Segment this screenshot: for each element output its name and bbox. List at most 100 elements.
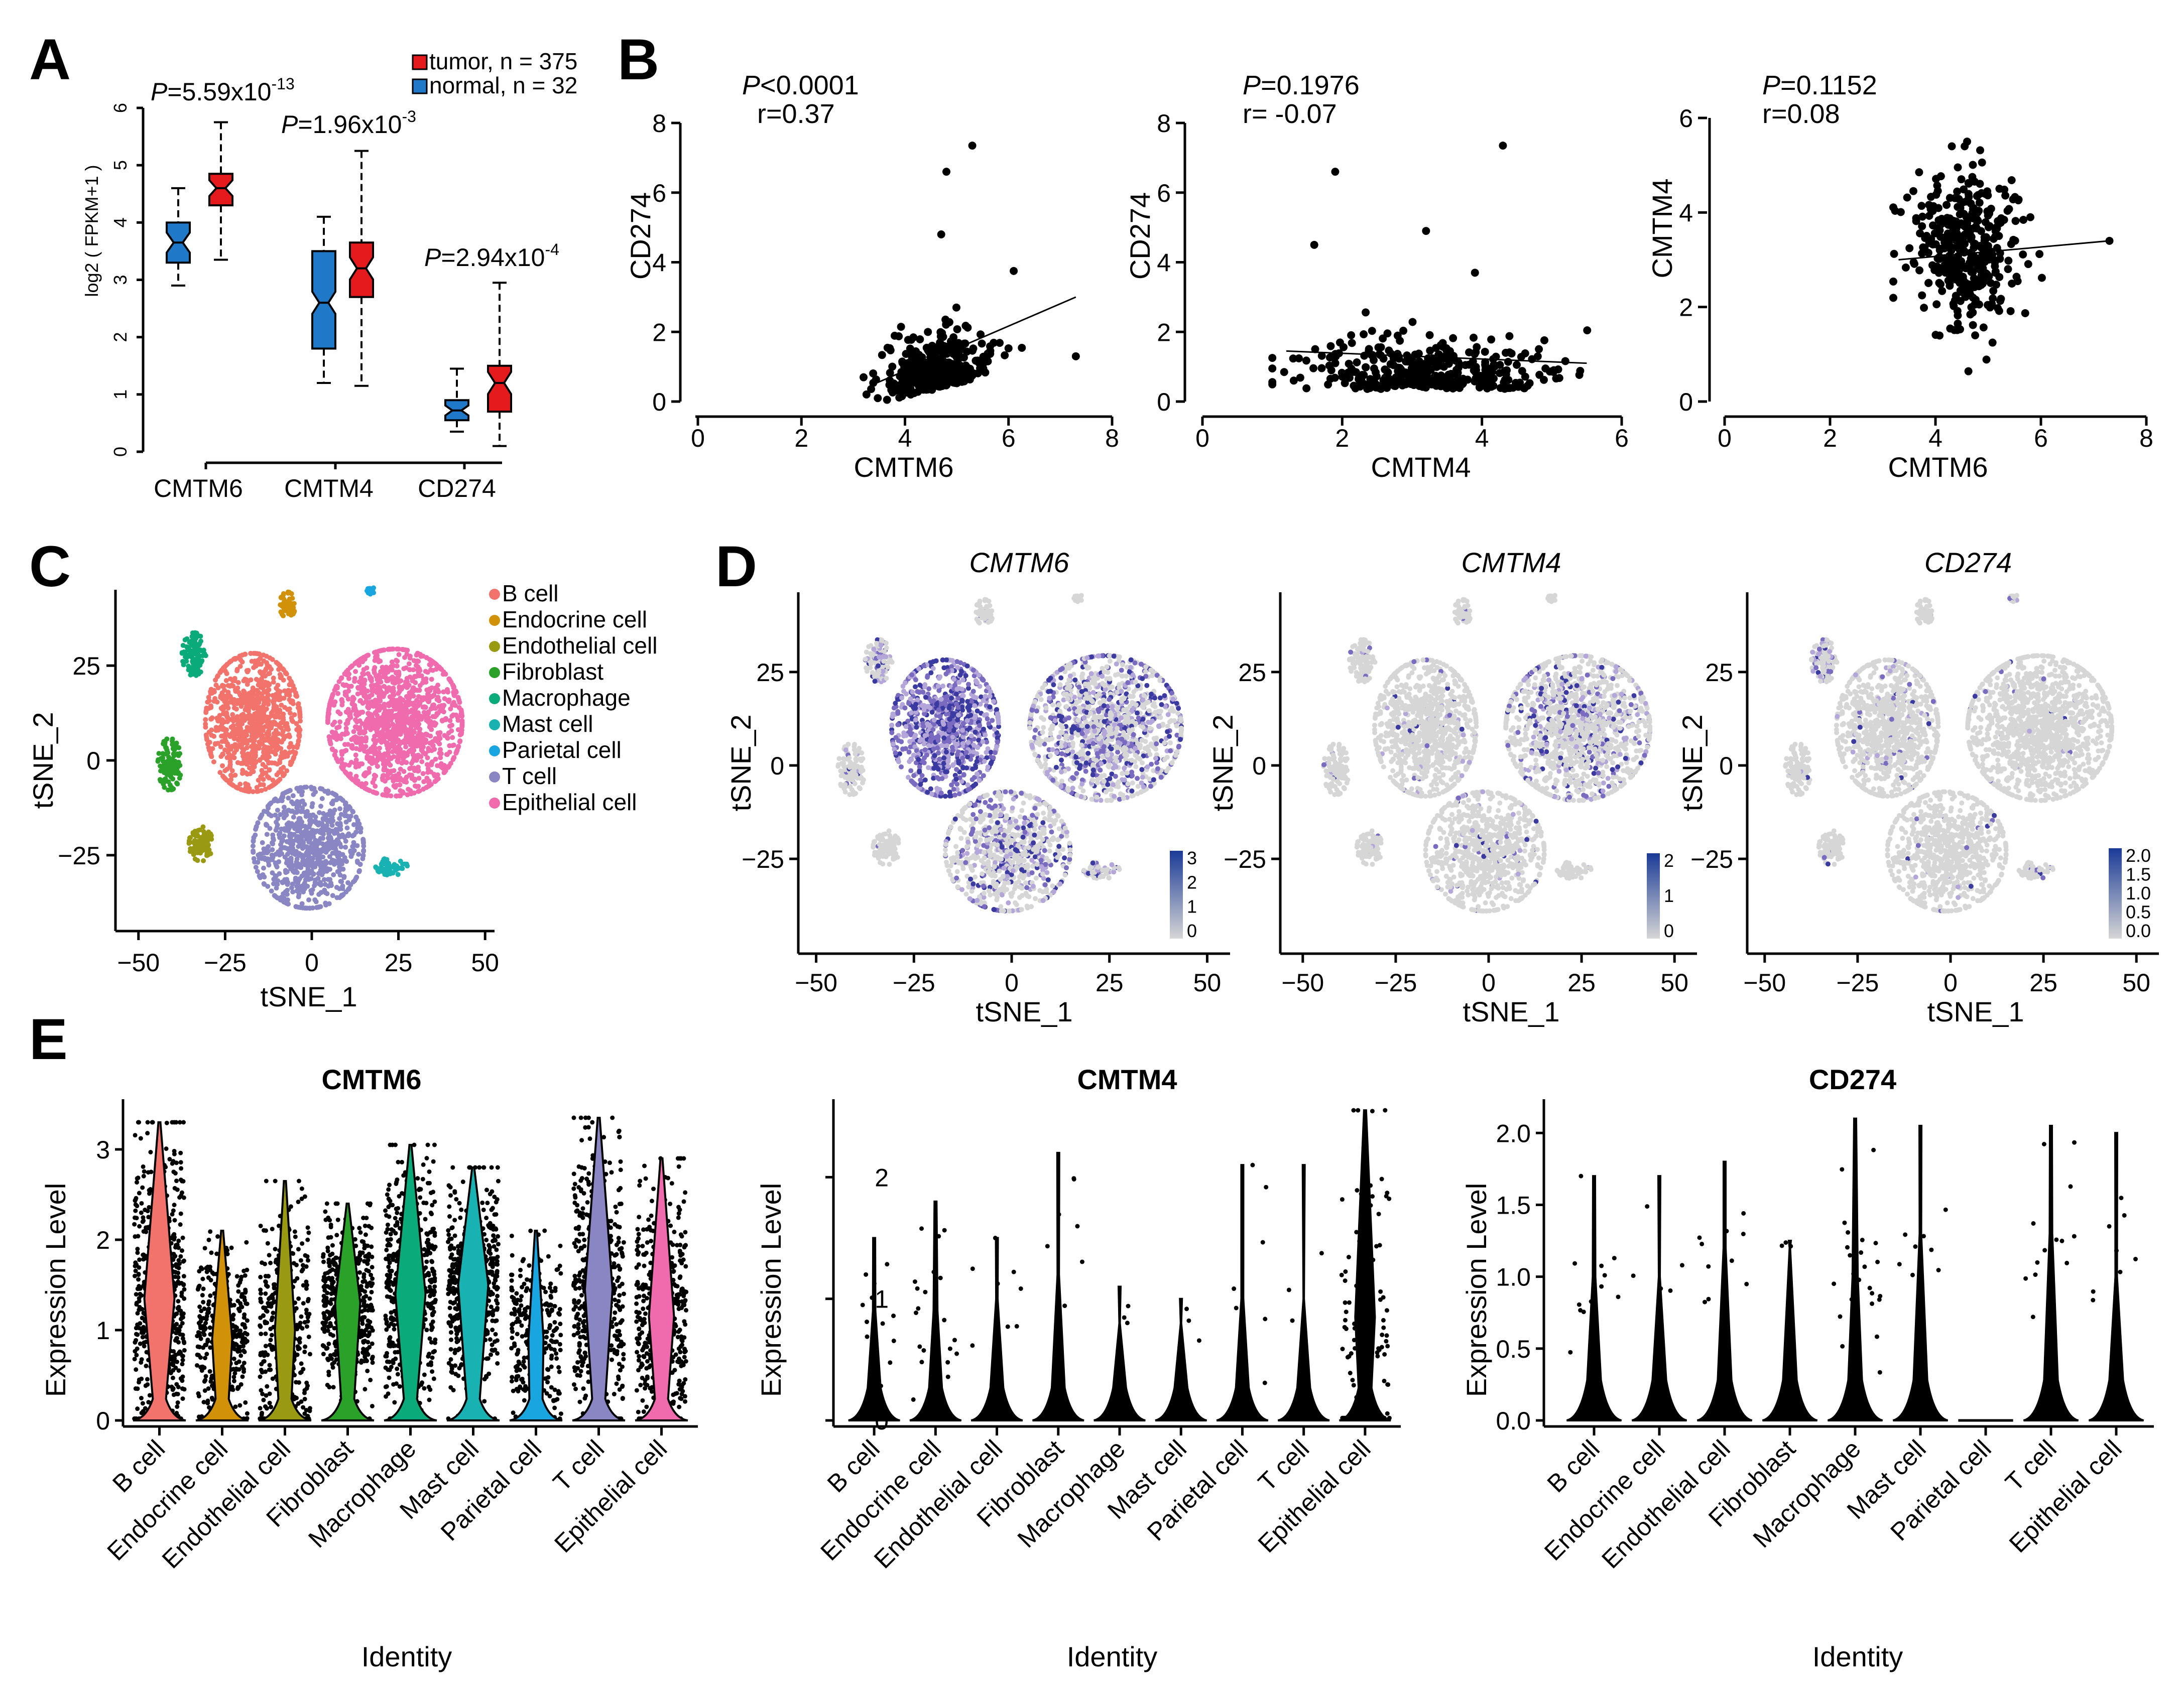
tsne-point-4 — [184, 659, 189, 664]
tsne-point-8 — [371, 737, 377, 742]
tsne-point-1 — [286, 597, 292, 603]
scatter-point — [1975, 198, 1984, 207]
scatter-point — [1345, 373, 1354, 382]
scatter-point — [1970, 243, 1978, 252]
tsne-point-0 — [258, 670, 264, 676]
tsne-point-8 — [325, 714, 331, 720]
tsne-point-7 — [269, 813, 274, 819]
tsne-point-0 — [257, 757, 263, 763]
tsne-point-7 — [295, 881, 301, 886]
tsne-point-7 — [301, 889, 306, 894]
tsne-point-8 — [404, 676, 410, 681]
scatter-point — [955, 351, 963, 360]
scatter-point — [1964, 367, 1973, 375]
scatter-point — [1372, 372, 1381, 380]
tsne-point-0 — [235, 760, 240, 765]
tsne-point-7 — [316, 871, 321, 876]
scatter-point — [1959, 198, 1967, 207]
tsne-point-8 — [391, 663, 397, 669]
tsne-point-1 — [281, 592, 286, 598]
tsne-point-7 — [274, 864, 280, 870]
tsne-point-8 — [401, 769, 407, 774]
tsne-point-7 — [336, 826, 342, 832]
tsne-point-7 — [313, 861, 319, 866]
tsne-point-8 — [339, 699, 345, 705]
tsne-point-7 — [343, 844, 348, 850]
tsne-point-0 — [251, 764, 256, 769]
scatter-point — [1505, 332, 1514, 340]
tsne-point-8 — [381, 767, 387, 773]
tsne-point-0 — [265, 692, 271, 697]
scatter-point — [902, 350, 910, 358]
scatter-point — [1957, 175, 1966, 184]
scatter-point-outlier — [1499, 142, 1507, 150]
tsne-point-8 — [411, 701, 416, 706]
scatter-point — [1324, 380, 1332, 389]
tsne-point-8 — [396, 726, 402, 731]
tsne-point-0 — [247, 737, 253, 743]
tsne-point-0 — [223, 678, 229, 683]
tsne-point-8 — [382, 718, 387, 724]
scatter-point — [1523, 381, 1532, 390]
tsne-point-8 — [395, 719, 401, 725]
tsne-point-8 — [436, 689, 441, 695]
scatter-point — [1504, 384, 1512, 393]
scatter-point — [962, 347, 971, 356]
scatter-point — [1979, 323, 1988, 332]
tsne-point-8 — [396, 771, 402, 776]
tsne-point-7 — [285, 851, 290, 857]
tsne-point-8 — [347, 712, 353, 718]
tsne-point-7 — [318, 804, 323, 809]
tsne-point-7 — [318, 904, 323, 909]
feature-point — [917, 682, 923, 688]
tsne-point-0 — [222, 776, 228, 781]
scatter-point — [1920, 304, 1928, 312]
tsne-point-8 — [425, 670, 430, 675]
tsne-point-7 — [261, 850, 266, 856]
tsne-point-8 — [403, 739, 408, 745]
tsne-point-8 — [417, 683, 423, 688]
tsne-point-7 — [321, 845, 326, 851]
tsne-point-8 — [367, 755, 373, 760]
tsne-point-7 — [360, 853, 366, 858]
tsne-point-8 — [406, 661, 412, 667]
tsne-point-7 — [314, 828, 320, 834]
scatter-point — [1984, 301, 1992, 309]
tsne-point-8 — [413, 714, 419, 719]
tsne-point-8 — [325, 720, 330, 725]
tsne-point-0 — [263, 680, 268, 685]
scatter-point — [883, 343, 892, 352]
tsne-point-8 — [375, 763, 380, 769]
tsne-point-8 — [383, 723, 388, 728]
scatter-point — [1280, 368, 1288, 376]
tsne-point-0 — [270, 777, 276, 783]
tsne-point-2 — [193, 840, 199, 845]
scatter-point — [1325, 361, 1333, 370]
tsne-point-0 — [275, 744, 281, 749]
tsne-point-8 — [376, 659, 382, 665]
scatter-point — [1905, 244, 1914, 252]
scatter-point — [1444, 359, 1453, 368]
tsne-point-0 — [203, 724, 208, 730]
tsne-point-7 — [314, 821, 320, 827]
tsne-point-7 — [356, 851, 361, 857]
scatter-point — [1459, 379, 1468, 387]
scatter-point — [1403, 377, 1412, 385]
scatter-point — [1311, 345, 1319, 353]
tsne-point-0 — [257, 705, 262, 710]
tsne-point-0 — [225, 719, 230, 724]
scatter-point — [990, 338, 998, 347]
scatter-point — [1528, 355, 1536, 363]
scatter-point — [1365, 347, 1373, 355]
feature-point — [911, 773, 917, 778]
tsne-point-0 — [275, 778, 281, 784]
tsne-point-7 — [269, 840, 275, 846]
scatter-point — [977, 330, 985, 339]
tsne-point-0 — [284, 671, 289, 677]
scatter-point — [1409, 381, 1418, 389]
tsne-point-2 — [204, 851, 210, 857]
tsne-point-8 — [416, 752, 421, 758]
tsne-point-2 — [195, 858, 200, 863]
scatter-point — [1982, 233, 1990, 241]
tsne-point-7 — [289, 799, 294, 805]
